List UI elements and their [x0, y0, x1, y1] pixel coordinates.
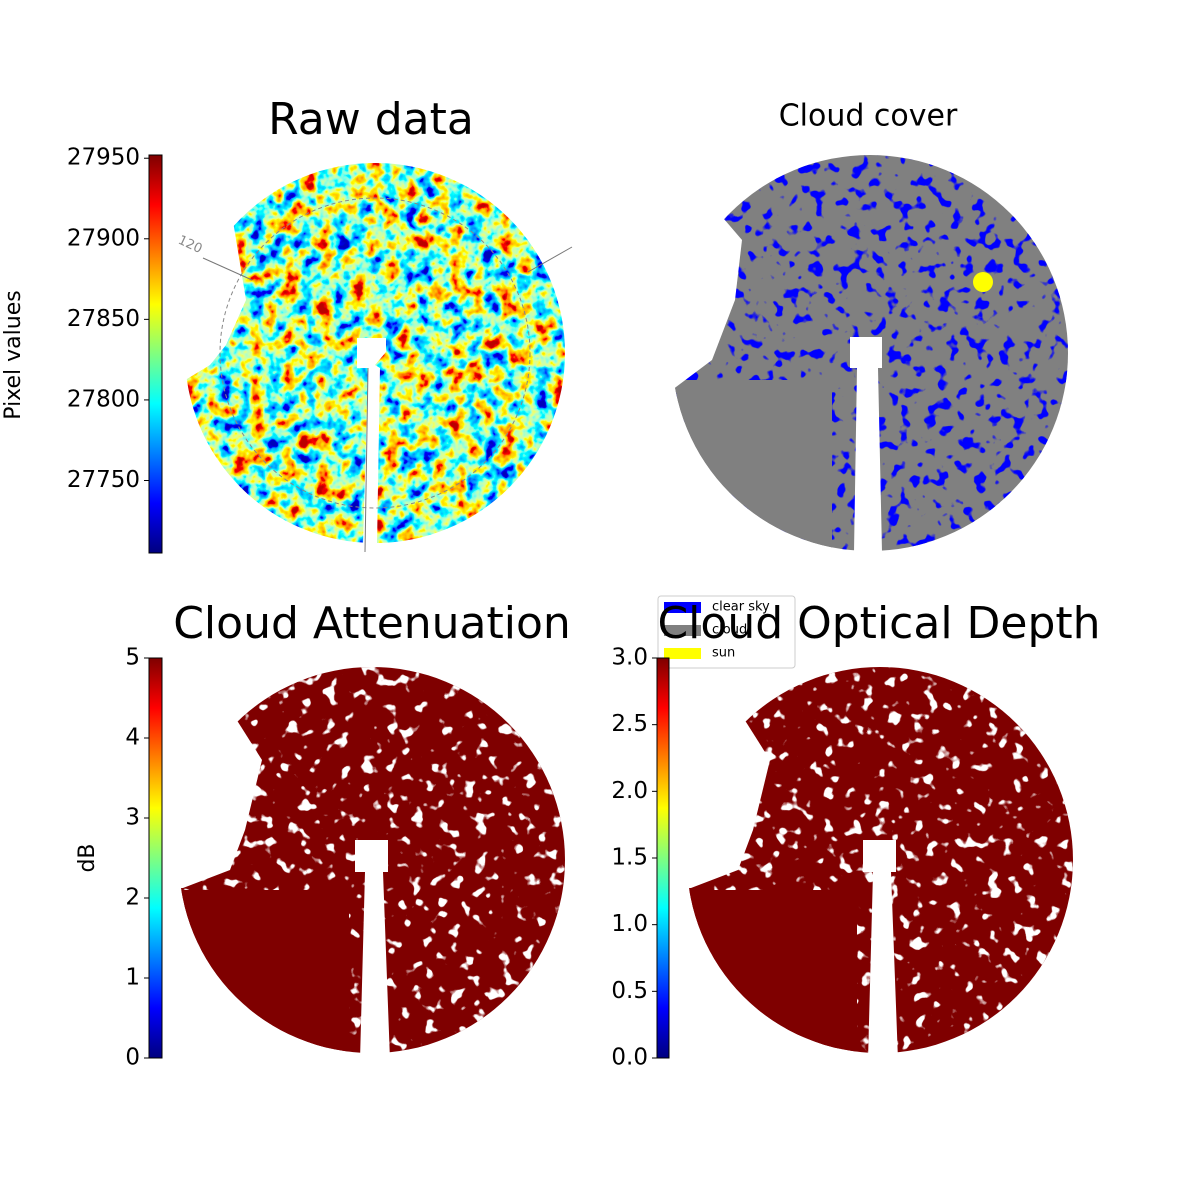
legend-swatch — [664, 602, 701, 613]
colorbar-tick-label: 3.0 — [611, 645, 648, 671]
cloud-cover-image — [660, 150, 1068, 552]
optical-depth-image — [678, 650, 1073, 1060]
colorbar-tick-label: 0.0 — [611, 1045, 648, 1071]
raw-image — [170, 150, 573, 553]
colorbar-tick-label: 27800 — [67, 386, 140, 412]
panel-title: Cloud Attenuation — [173, 598, 571, 649]
colorbar-tick-label: 1.5 — [611, 845, 648, 871]
colorbar — [148, 154, 163, 554]
colorbar-tick-label: 3 — [125, 805, 140, 831]
colorbar-tick-label: 1 — [125, 965, 140, 991]
colorbar-tick-label: 27900 — [67, 225, 140, 251]
attenuation-image — [170, 650, 565, 1060]
legend-swatch — [664, 625, 701, 636]
legend-label: sun — [712, 646, 735, 661]
legend-label: cloud — [712, 623, 747, 638]
panel-title: Cloud cover — [779, 99, 958, 134]
colorbar — [148, 657, 163, 1059]
colorbar — [656, 657, 670, 1059]
colorbar-tick-label: 2.0 — [611, 778, 648, 804]
colorbar-tick-label: 0 — [125, 1045, 140, 1071]
legend-swatch — [664, 648, 701, 659]
colorbar-tick-label: 5 — [125, 645, 140, 671]
colorbar-tick-label: 27950 — [67, 145, 140, 171]
colorbar-label: dB — [75, 843, 100, 872]
colorbar-tick-label: 27850 — [67, 306, 140, 332]
colorbar-tick-label: 1.0 — [611, 911, 648, 937]
colorbar-label: Pixel values — [1, 290, 26, 419]
colorbar-tick-label: 2 — [125, 885, 140, 911]
panel-title: Cloud Optical Depth — [657, 598, 1100, 649]
legend-label: clear sky — [712, 600, 770, 615]
panel-title: Raw data — [268, 94, 474, 145]
colorbar-tick-label: 2.5 — [611, 711, 648, 737]
colorbar-tick-label: 4 — [125, 725, 140, 751]
colorbar-tick-label: 27750 — [67, 467, 140, 493]
colorbar-tick-label: 0.5 — [611, 978, 648, 1004]
